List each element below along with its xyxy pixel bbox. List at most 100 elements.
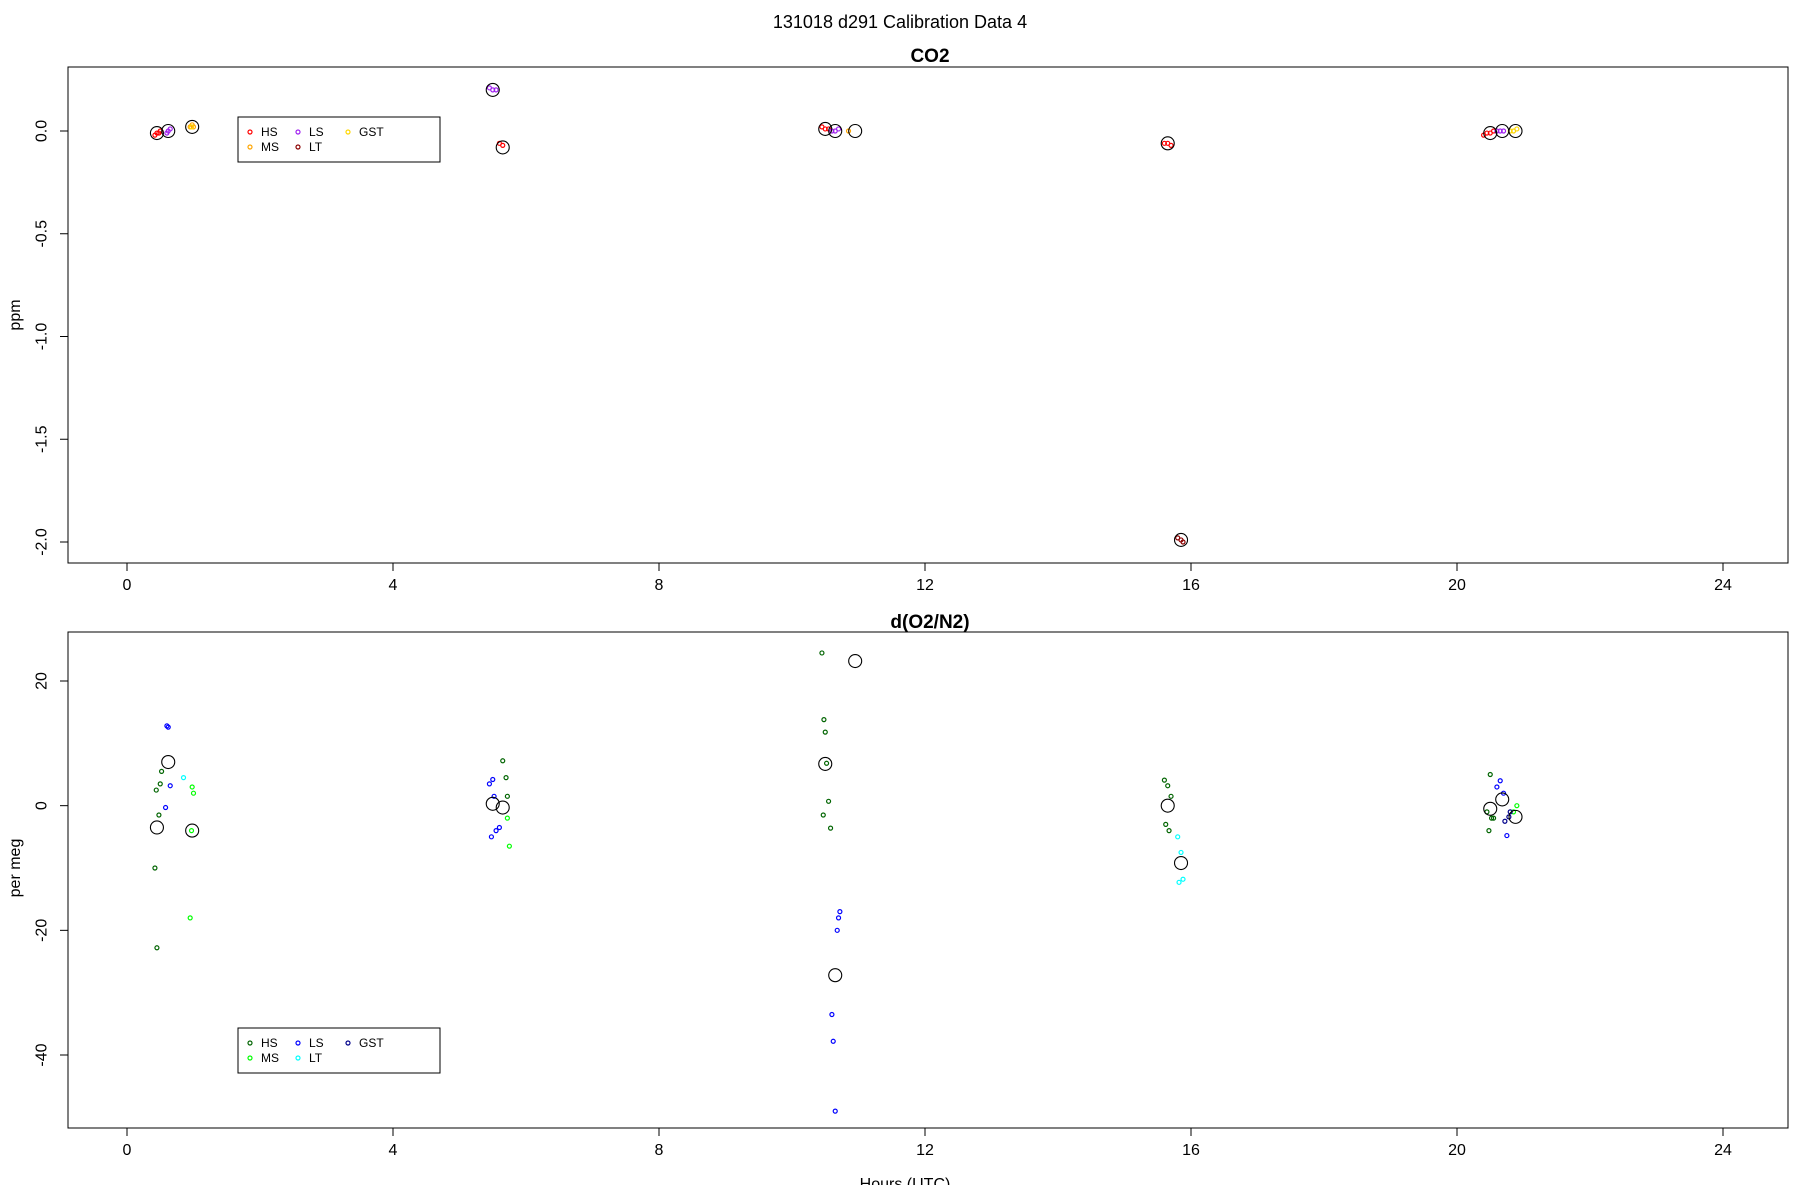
co2-legend-marker-lt [295,144,301,150]
o2n2-point-hs [154,945,160,951]
o2n2-point-hs [1168,793,1174,799]
o2n2-point-ls [830,1038,836,1044]
o2n2-point-hs [1487,771,1493,778]
co2-legend-marker-ms [247,144,253,150]
o2n2-x-tick-label: 4 [389,1142,398,1159]
co2-point-gst [188,124,195,130]
o2n2-mean-marker [828,968,843,983]
co2-mean-marker [1160,136,1175,151]
o2n2-point-hs [500,758,506,764]
o2n2-point-hs [153,787,159,793]
co2-x-tick-label: 8 [655,577,664,594]
o2n2-point-hs [1165,783,1171,789]
co2-y-tick-label: -1.0 [34,323,51,351]
o2n2-mean-marker [149,820,164,835]
co2-point-ls [1497,128,1503,134]
o2n2-x-tick-label: 24 [1714,1142,1732,1159]
o2n2-x-tick-label: 12 [916,1142,934,1159]
o2n2-legend-marker-hs [247,1040,253,1046]
o2n2-point-lt [1176,879,1182,885]
o2n2-point-ls [162,804,169,811]
o2n2-point-lt [1178,849,1184,856]
co2-point-hs [500,142,506,148]
co2-point-ls [490,87,496,93]
o2n2-point-ls [486,781,493,787]
o2n2-point-hs [823,760,830,766]
o2n2-mean-marker [161,754,176,770]
co2-point-hs [1484,130,1490,136]
o2n2-point-hs [1486,828,1492,834]
o2n2-x-tick-label: 16 [1182,1142,1200,1159]
co2-x-tick-label: 20 [1448,577,1466,594]
o2n2-y-tick-label: -40 [34,1043,51,1066]
o2n2-point-hs [1161,777,1168,783]
co2-point-lt [1180,539,1186,545]
o2n2-point-hs [1163,821,1169,827]
o2n2-point-lt [180,775,187,781]
o2n2-y-tick-label: 20 [34,672,51,690]
o2n2-legend-marker-ls [295,1040,301,1046]
o2n2-point-hs [156,812,162,818]
o2n2-legend-marker-lt [295,1055,301,1061]
o2n2-point-ms [190,790,197,796]
o2n2-mean-marker [1483,801,1498,816]
o2n2-x-tick-label: 0 [123,1142,132,1159]
o2n2-point-hs [503,775,509,781]
o2n2-point-ls [165,724,171,730]
o2n2-point-ls [837,909,843,915]
co2-point-hs [1168,142,1174,148]
o2n2-point-ms [188,828,195,834]
co2-mean-marker [161,123,176,139]
co2-x-tick-label: 24 [1714,577,1732,594]
page-title: 131018 d291 Calibration Data 4 [772,12,1028,32]
o2n2-point-ls [490,776,496,783]
o2n2-point-ls [493,828,499,834]
o2n2-mean-marker [818,756,833,771]
o2n2-mean-marker [1173,855,1189,871]
o2n2-legend-label-gst: GST [359,1036,384,1050]
o2n2-y-tick-label: -20 [34,919,51,942]
o2n2-point-hs [819,650,825,656]
o2n2-point-hs [1488,815,1495,821]
o2n2-point-hs [1166,828,1172,834]
o2n2-point-ms [189,784,195,790]
co2-point-ls [493,87,499,93]
o2n2-legend-box [237,1027,441,1074]
o2n2-point-ls [1497,778,1503,784]
o2n2-mean-marker [1495,792,1510,807]
co2-legend-label-gst: GST [359,125,384,139]
co2-legend-marker-hs [247,129,253,135]
co2-point-hs [1161,140,1168,146]
o2n2-mean-marker [495,800,510,815]
o2n2-legend-label-ls: LS [309,1036,324,1050]
o2n2-legend-label-hs: HS [261,1036,278,1050]
o2n2-point-hs [820,812,826,818]
o2n2-point-hs [825,798,832,804]
co2-mean-marker [149,126,164,141]
co2-legend-marker-gst [345,129,351,135]
co2-chart-title: CO2 [910,46,949,67]
co2-mean-marker [185,119,200,134]
co2-mean-marker [1483,126,1498,141]
o2n2-point-ls [1504,832,1510,839]
co2-mean-marker [818,121,833,136]
o2n2-chart-title: d(O2/N2) [890,612,969,633]
co2-legend-label-ls: LS [309,125,324,139]
o2n2-point-hs [504,793,510,799]
o2n2-legend-label-ms: MS [261,1051,279,1065]
co2-chart: CO2 ppm 0 4 8 12 16 20 24 0.0 -0.5 -1.0 -1.5 -2.0 HS… [7,46,1789,594]
o2n2-point-ls [167,783,173,789]
co2-mean-marker [828,123,843,139]
co2-mean-marker [1508,123,1523,139]
co2-legend-marker-ls [295,129,301,135]
o2n2-y-axis-label: per meg [7,839,24,898]
o2n2-point-ms [506,843,512,849]
o2n2-point-ms [504,815,510,821]
co2-legend-box [237,116,441,163]
co2-point-ms [190,124,197,130]
o2n2-legend-marker-gst [345,1040,351,1046]
co2-mean-marker [485,82,500,97]
